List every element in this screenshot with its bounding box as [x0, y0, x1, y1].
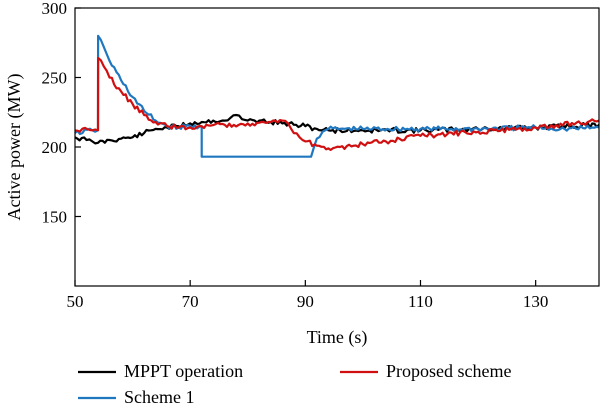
legend: MPPT operation Scheme 1 Proposed scheme	[78, 361, 511, 407]
series-lines	[74, 34, 600, 158]
y-axis-ticks: 150 200 250 300	[42, 0, 81, 227]
y-axis-label: Active power (MW)	[4, 74, 25, 221]
legend-label-mppt-operation: MPPT operation	[124, 361, 243, 381]
x-tick-label: 50	[67, 292, 84, 311]
y-tick-label: 150	[42, 208, 68, 227]
x-tick-label: 70	[182, 292, 199, 311]
y-tick-label: 200	[42, 138, 68, 157]
series-line-scheme-1	[74, 34, 600, 158]
x-axis-label: Time (s)	[307, 327, 368, 348]
legend-label-scheme-1: Scheme 1	[124, 387, 194, 407]
x-tick-label: 90	[297, 292, 314, 311]
x-tick-label: 130	[523, 292, 549, 311]
series-line-proposed-scheme	[74, 56, 600, 151]
x-tick-label: 110	[408, 292, 433, 311]
y-tick-label: 300	[42, 0, 68, 18]
x-axis-ticks: 50 70 90 110 130	[67, 280, 549, 311]
y-tick-label: 250	[42, 69, 68, 88]
legend-label-proposed-scheme: Proposed scheme	[386, 361, 511, 381]
